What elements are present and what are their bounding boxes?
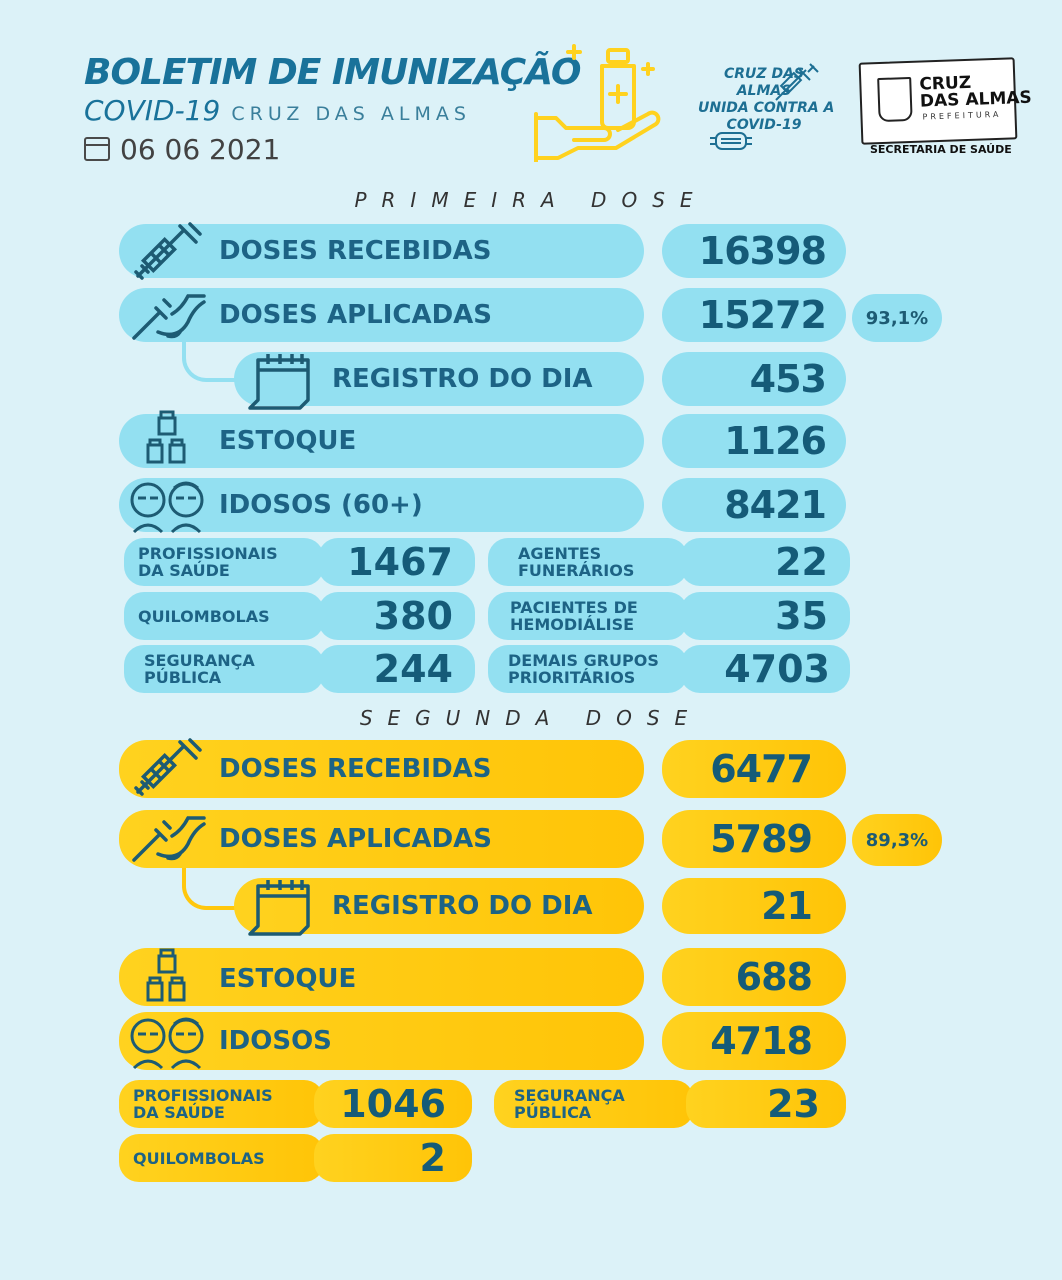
second-applied-percent: 89,3% [852,814,942,866]
campaign-line-4: COVID-19 [726,117,802,133]
vials-stock-icon [146,410,186,464]
elderly-couple-icon [130,481,204,534]
covid-label: COVID-19 [84,94,221,127]
second-daily-label: REGISTRO DO DIA [234,878,644,934]
first-group-other-label: DEMAIS GRUPOS PRIORITÁRIOS [488,645,688,693]
first-group-quilombolas-label: QUILOMBOLAS [124,592,324,640]
second-group-security-label: SEGURANÇA PÚBLICA [494,1080,694,1128]
first-group-hemodialysis-value: 35 [680,592,850,640]
first-elderly-value: 8421 [662,478,846,532]
campaign-badge: CRUZ DAS ALMAS UNIDA CONTRA A COVID-19 [698,66,835,134]
city-label: CRUZ DAS ALMAS [231,103,471,125]
first-received-value: 16398 [662,224,846,278]
connector-line [182,342,240,382]
first-group-funeral-value: 22 [680,538,850,586]
section-second-dose: SEGUNDA DOSE [359,706,703,730]
first-group-security-value: 244 [318,645,475,693]
page-subtitle: COVID-19 CRUZ DAS ALMAS [84,94,471,127]
report-date: 06 06 2021 [120,133,281,166]
first-group-other-value: 4703 [680,645,850,693]
second-group-quilombolas-label: QUILOMBOLAS [119,1134,324,1182]
prefeitura-logo: CRUZ DAS ALMAS PREFEITURA [858,57,1032,145]
calendar-icon [84,137,110,161]
first-group-funeral-label: AGENTES FUNERÁRIOS [488,538,688,586]
second-group-quilombolas-value: 2 [314,1134,472,1182]
shield-crest-icon [877,76,913,123]
calendar-icon [248,354,310,410]
first-stock-label: ESTOQUE [119,414,644,468]
calendar-icon [248,880,310,936]
first-group-hemodialysis-label: PACIENTES DE HEMODIÁLISE [488,592,688,640]
second-group-health-value: 1046 [314,1080,472,1128]
date-line: 06 06 2021 [84,133,280,166]
campaign-line-3: UNIDA CONTRA A [698,100,835,116]
mask-syringe-icon [775,63,819,101]
syringe-icon [134,738,202,796]
second-received-value: 6477 [662,740,846,798]
second-group-security-value: 23 [686,1080,846,1128]
second-received-label: DOSES RECEBIDAS [119,740,644,798]
page-title: BOLETIM DE IMUNIZAÇÃO [84,52,581,93]
second-applied-value: 5789 [662,810,846,868]
first-group-security-label: SEGURANÇA PÚBLICA [124,645,324,693]
campaign-line-1: CRUZ DAS [724,66,804,82]
second-group-health-label: PROFISSIONAIS DA SAÚDE [119,1080,324,1128]
section-first-dose: PRIMEIRA DOSE [354,188,708,212]
second-elderly-value: 4718 [662,1012,846,1070]
mask-icon [710,132,752,150]
injection-arm-icon [132,816,206,862]
second-applied-label: DOSES APLICADAS [119,810,644,868]
first-group-health-label: PROFISSIONAIS DA SAÚDE [124,538,324,586]
logo-text: CRUZ DAS ALMAS [919,72,1033,112]
second-elderly-label: IDOSOS [119,1012,644,1070]
first-group-health-value: 1467 [318,538,475,586]
first-group-quilombolas-value: 380 [318,592,475,640]
syringe-icon [134,222,202,280]
logo-subtitle: SECRETARIA DE SAÚDE [870,143,1012,156]
first-stock-value: 1126 [662,414,846,468]
connector-line [182,868,240,910]
first-applied-label: DOSES APLICADAS [119,288,644,342]
first-received-label: DOSES RECEBIDAS [119,224,644,278]
campaign-line-2: ALMAS [736,83,792,99]
second-daily-value: 21 [662,878,846,934]
injection-arm-icon [132,294,206,340]
first-elderly-label: IDOSOS (60+) [119,478,644,532]
second-stock-label: ESTOQUE [119,948,644,1006]
vaccine-vial-hand-icon [534,44,661,162]
vials-stock-icon [146,948,186,1002]
logo-prefeitura: PREFEITURA [922,109,1002,122]
second-stock-value: 688 [662,948,846,1006]
first-daily-value: 453 [662,352,846,406]
first-applied-percent: 93,1% [852,294,942,342]
first-applied-value: 15272 [662,288,846,342]
elderly-couple-icon [130,1017,204,1070]
